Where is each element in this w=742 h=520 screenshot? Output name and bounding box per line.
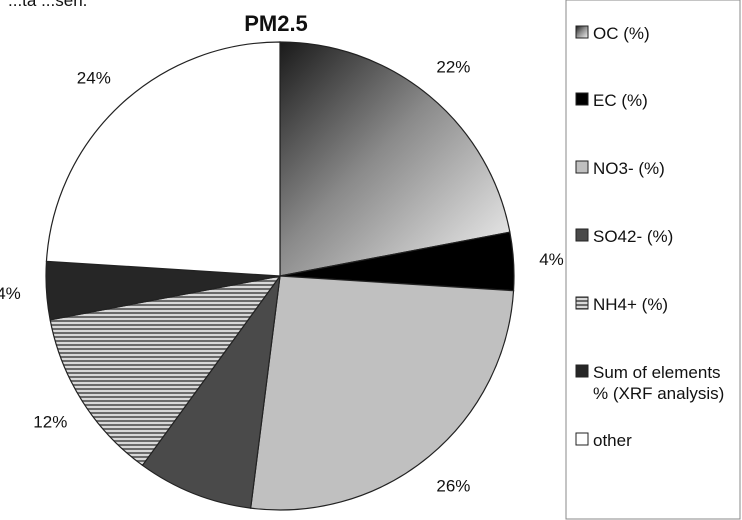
pie-value-label-6: 4% [0, 284, 21, 303]
pie-slice-4 [141, 275, 281, 509]
legend-swatch-6 [575, 364, 589, 378]
legend-item-4: SO42- (%) [575, 227, 673, 246]
legend-box [565, 0, 741, 520]
pie-value-labels: 22%4%26%8%12%4%24% [0, 57, 564, 520]
pie-value-label-5: 12% [33, 413, 67, 432]
pie-slices [45, 41, 515, 511]
pie-value-label-3: 26% [436, 477, 470, 496]
legend-label-6-line-1: Sum of elements [593, 363, 721, 382]
legend-item-7: other [575, 431, 632, 450]
pie-slice-3 [249, 275, 515, 511]
pie-value-label-2: 4% [539, 250, 564, 269]
legend-item-3: NO3- (%) [575, 159, 665, 178]
legend-swatch-7 [575, 432, 589, 446]
pie-slice-1 [279, 41, 511, 277]
legend-label-7: other [593, 431, 632, 450]
pie-slice-5 [49, 275, 282, 467]
legend-swatch-4 [575, 228, 589, 242]
legend-swatch-2 [575, 92, 589, 106]
legend-swatch-5 [575, 296, 589, 310]
legend-label-2: EC (%) [593, 91, 648, 110]
legend-label-3: NO3- (%) [593, 159, 665, 178]
cropped-header-text: ...ta ...sen. [8, 0, 87, 10]
chart-title: PM2.5 [244, 11, 308, 36]
legend-label-1: OC (%) [593, 24, 650, 43]
legend-swatch-3 [575, 160, 589, 174]
pie-slice-7 [45, 41, 281, 277]
pie-value-label-7: 24% [77, 69, 111, 88]
legend-item-5: NH4+ (%) [575, 295, 668, 314]
legend-swatch-1 [575, 25, 589, 39]
legend-item-2: EC (%) [575, 91, 648, 110]
pie-value-label-1: 22% [436, 57, 470, 76]
legend-label-4: SO42- (%) [593, 227, 673, 246]
legend: OC (%) EC (%) NO3- (%) SO42- (%) NH4+ (%) Sum… [575, 24, 724, 450]
legend-item-6: Sum of elements % (XRF analysis) [575, 363, 724, 403]
legend-label-5: NH4+ (%) [593, 295, 668, 314]
legend-item-1: OC (%) [575, 24, 650, 43]
legend-label-6-line-2: % (XRF analysis) [593, 384, 724, 403]
